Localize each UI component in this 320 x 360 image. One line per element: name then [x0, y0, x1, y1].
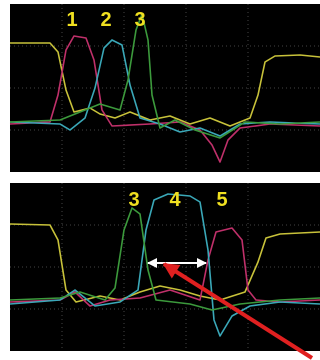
pulse-label: 3 [134, 9, 145, 31]
scope-screenshot: 1 2 3 3 4 5 [0, 0, 320, 360]
pulse-label: 1 [66, 9, 77, 31]
pulse-label: 3 [128, 189, 139, 211]
pulse-label: 5 [216, 189, 227, 211]
screen [10, 4, 320, 172]
pulse-label: 4 [169, 189, 181, 211]
pulse-label: 2 [100, 9, 111, 31]
top-panel: 1 2 3 [10, 4, 320, 172]
